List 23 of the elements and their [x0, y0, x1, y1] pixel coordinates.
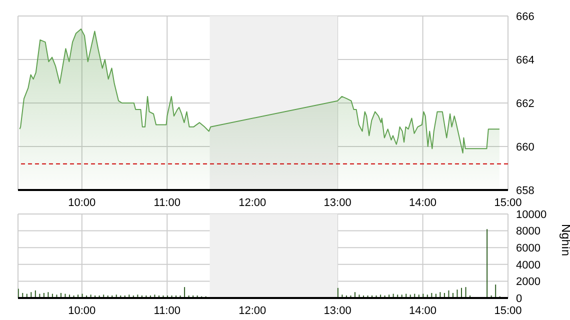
y-tick-label: 8000	[516, 226, 540, 238]
x-tick-label: 12:00	[238, 196, 266, 209]
x-tick-label: 11:00	[154, 196, 180, 209]
y-tick-label: 658	[516, 184, 534, 197]
x-tick-label: 10:00	[68, 196, 96, 209]
x-tick-label: 12:00	[238, 304, 266, 317]
y-tick-label: 660	[516, 141, 534, 154]
y-tick-label: 664	[516, 54, 534, 66]
y-tick-label: 2000	[516, 276, 540, 288]
y-tick-label: 10000	[516, 208, 547, 221]
x-tick-label: 14:00	[409, 196, 437, 209]
x-tick-label: 10:00	[68, 304, 96, 317]
x-tick-label: 14:00	[409, 304, 437, 317]
y-tick-label: 0	[516, 292, 522, 305]
y-tick-label: 662	[516, 98, 534, 110]
x-tick-label: 15:00	[494, 304, 522, 317]
x-tick-label: 15:00	[494, 196, 522, 209]
x-tick-label: 11:00	[154, 304, 180, 317]
y-tick-label: 666	[516, 10, 534, 23]
y-tick-label: 6000	[516, 242, 540, 255]
x-tick-label: 13:00	[324, 196, 352, 209]
x-tick-label: 13:00	[324, 304, 352, 317]
y-tick-label: 4000	[516, 259, 540, 272]
